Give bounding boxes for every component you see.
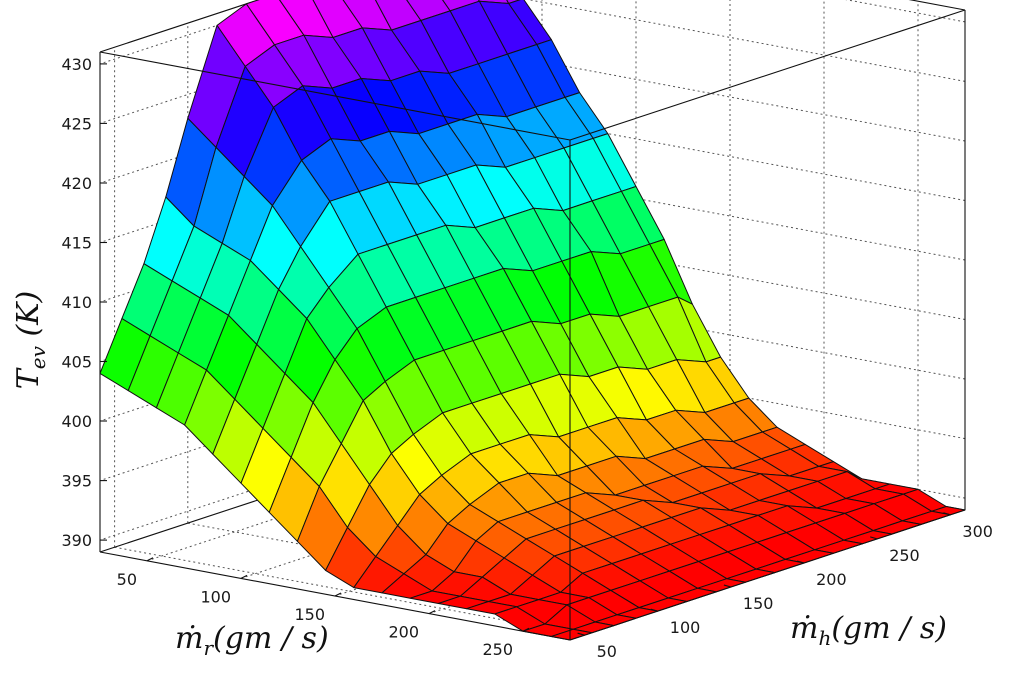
gridline-z-left-395 [99,350,496,482]
z-tick-label-395: 395 [61,472,92,491]
y-tick-label-300: 300 [962,522,993,541]
box-edge-front-3 [99,51,571,141]
y-tick-label-100: 100 [670,618,701,637]
y-tick-label-200: 200 [816,570,847,589]
gridline-z-left-430 [99,0,296,65]
x-tick-label-50: 50 [117,570,137,589]
x-axis-label-rest: (gm / s) [213,621,329,656]
z-tick-label-420: 420 [61,174,92,193]
y-tick-label-250: 250 [889,546,920,565]
y-tick-label-50: 50 [597,642,617,661]
y-axis-label-rest: (gm / s) [831,611,947,646]
box-edge-back-0 [99,0,260,53]
x-tick-mark-100 [240,574,248,579]
z-tick-label-400: 400 [61,412,92,431]
x-tick-mark-200 [428,610,436,615]
axes-box-front [99,9,966,641]
gridline-z-left-420 [99,52,496,184]
z-tick-label-390: 390 [61,531,92,550]
gridline-z-left-390 [99,409,496,541]
y-tick-mark-200 [796,560,805,564]
y-tick-mark-50 [577,632,585,636]
y-tick-mark-100 [650,608,658,612]
z-tick-label-425: 425 [61,114,92,133]
x-tick-mark-50 [146,557,154,562]
y-tick-label-150: 150 [743,594,774,613]
x-tick-label-200: 200 [388,623,419,642]
tick-labels: 390 395 400 405 410 415 420 425 430 50 100 150 200 25… [61,55,992,661]
y-tick-mark-150 [723,584,732,588]
x-tick-label-150: 150 [294,605,325,624]
x-axis-label: ṁr(gm / s) [175,621,329,660]
z-tick-label-410: 410 [61,293,92,312]
surface-mesh [99,0,966,641]
z-tick-label-405: 405 [61,353,92,372]
x-tick-mark-250 [522,627,530,632]
y-tick-mark-250 [870,536,878,540]
z-axis-label-rest: (K) [11,291,46,346]
x-axis-label-main: ṁ [175,621,203,656]
x-tick-mark-150 [334,592,342,597]
gridline-z-left-425 [99,0,477,124]
z-axis-label-sub: ev [26,345,50,369]
box-edge-front-2 [569,509,966,641]
z-axis-label-main: T [11,367,46,389]
y-axis-label-sub: h [818,626,831,650]
y-axis-label: ṁh(gm / s) [790,611,947,650]
x-axis-label-sub: r [203,636,214,660]
z-axis-label: Tev (K) [11,291,50,390]
z-tick-label-415: 415 [61,234,92,253]
x-tick-label-100: 100 [200,587,231,606]
box-edge-front-4 [569,9,966,141]
x-tick-label-250: 250 [482,640,513,659]
y-axis-label-main: ṁ [790,611,818,646]
y-tick-mark-300 [943,512,951,516]
z-tick-label-430: 430 [61,55,92,74]
